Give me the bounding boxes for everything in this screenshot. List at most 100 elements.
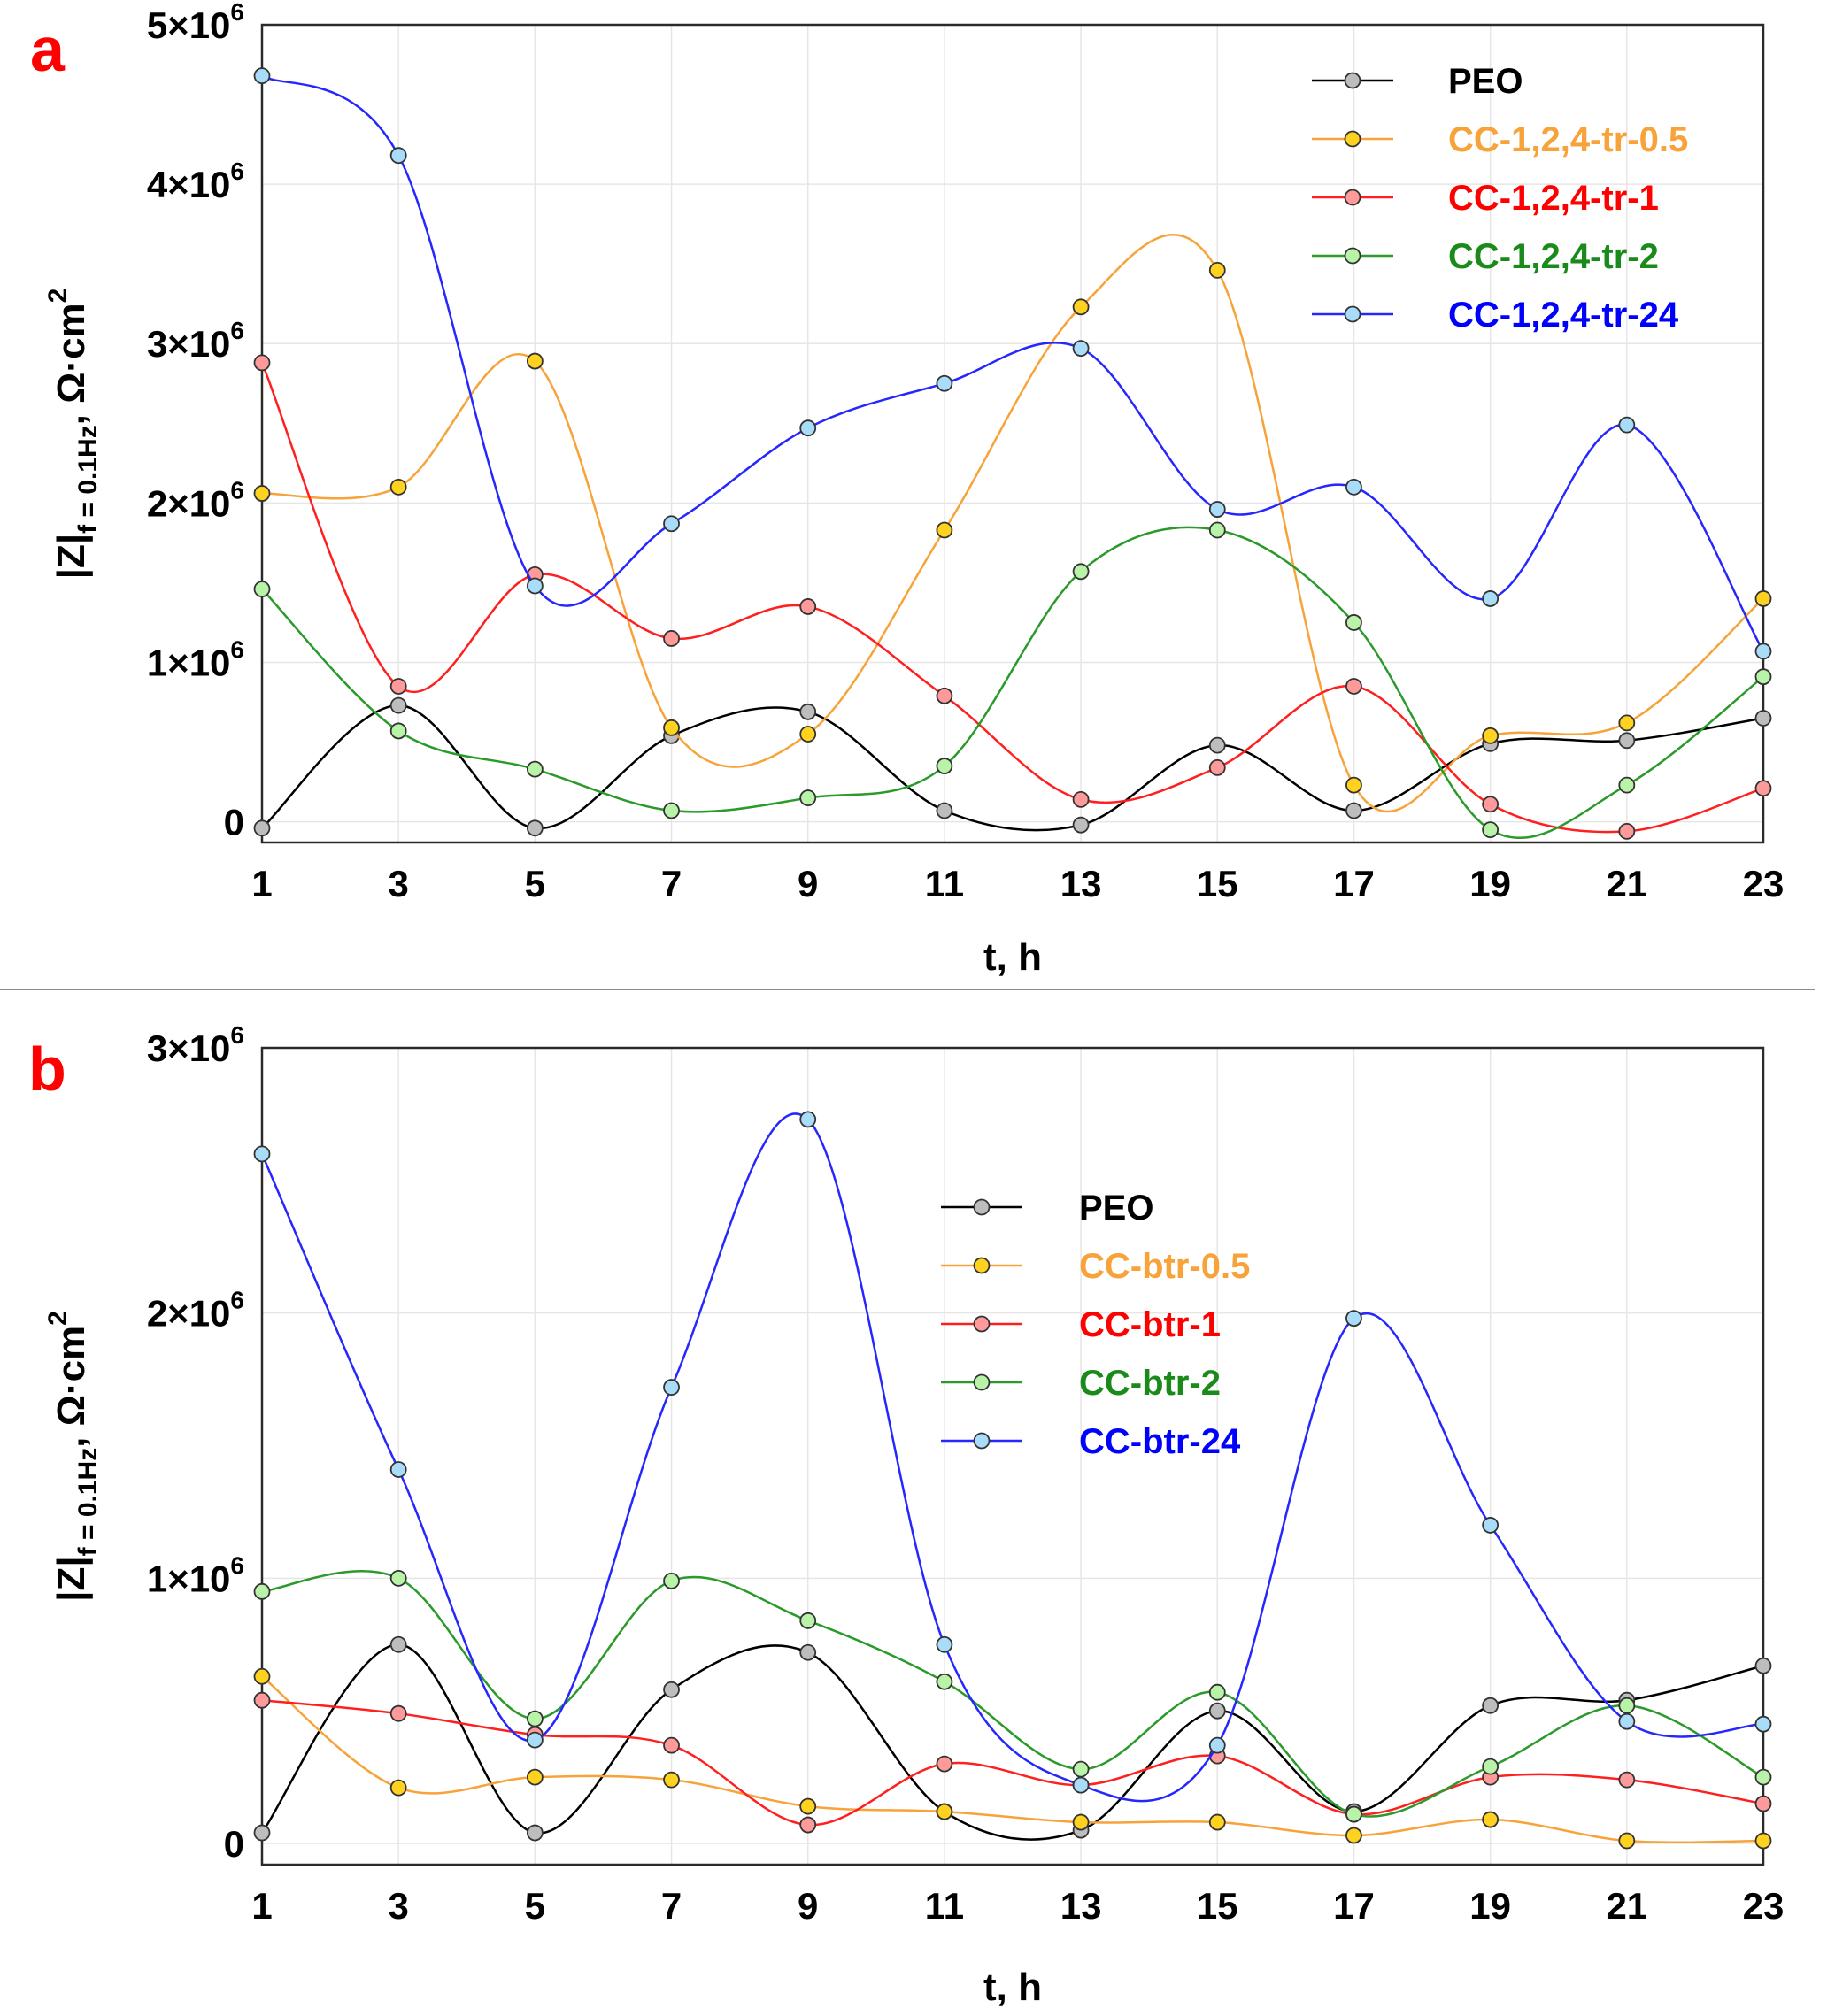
- data-point: [663, 1572, 680, 1589]
- data-point: [389, 678, 407, 695]
- data-point: [1072, 563, 1090, 581]
- data-point: [389, 147, 407, 165]
- series-cc-btr-2: [253, 1569, 1772, 1823]
- x-tick-label: 3: [389, 1885, 409, 1927]
- data-point: [799, 789, 817, 806]
- data-point: [389, 478, 407, 496]
- plot-frame: [260, 23, 1765, 844]
- x-tick-label: 23: [1743, 863, 1785, 904]
- data-point: [253, 581, 271, 598]
- data-point: [936, 802, 953, 819]
- data-point: [1482, 590, 1500, 607]
- legend-label: CC-btr-2: [1079, 1364, 1221, 1403]
- data-point: [1618, 714, 1636, 732]
- y-tick-label: 4×106: [147, 158, 244, 205]
- data-point: [1072, 340, 1090, 358]
- x-tick-label: 9: [798, 863, 818, 904]
- data-point: [1618, 776, 1636, 794]
- data-point: [663, 719, 680, 736]
- data-point: [1482, 1811, 1500, 1828]
- data-point: [389, 722, 407, 740]
- data-point: [1072, 1776, 1090, 1794]
- legend-marker: [973, 1373, 991, 1391]
- data-point: [1754, 1657, 1772, 1674]
- data-point: [1208, 1813, 1226, 1831]
- x-tick-label: 21: [1606, 1885, 1647, 1927]
- legend-item: PEO: [1312, 62, 1523, 101]
- data-point: [799, 726, 817, 743]
- data-point: [253, 1145, 271, 1163]
- data-point: [663, 1736, 680, 1754]
- data-point: [253, 1824, 271, 1842]
- legend-label: PEO: [1079, 1189, 1153, 1227]
- series-cc-1-2-4-tr-0-5: [253, 234, 1772, 813]
- data-point: [799, 1797, 817, 1815]
- data-point: [799, 1612, 817, 1629]
- x-axis-label: t, h: [983, 935, 1042, 979]
- data-point: [799, 703, 817, 720]
- data-point: [1072, 816, 1090, 834]
- data-point: [253, 1582, 271, 1600]
- data-point: [526, 352, 544, 370]
- data-point: [253, 354, 271, 372]
- y-tick-label: 5×106: [147, 0, 244, 46]
- legend-item: CC-btr-24: [941, 1422, 1241, 1461]
- legend-item: CC-1,2,4-tr-0.5: [1312, 120, 1688, 159]
- data-point: [526, 819, 544, 837]
- data-point: [936, 1673, 953, 1690]
- data-point: [1345, 776, 1362, 794]
- data-point: [663, 1681, 680, 1698]
- data-point: [1208, 1702, 1226, 1720]
- legend-label: CC-1,2,4-tr-0.5: [1448, 120, 1688, 159]
- legend-item: CC-btr-1: [941, 1305, 1221, 1344]
- data-point: [253, 67, 271, 85]
- series-cc-btr-24: [253, 1111, 1772, 1803]
- x-tick-label: 19: [1469, 863, 1511, 904]
- data-point: [1208, 521, 1226, 539]
- data-point: [389, 696, 407, 714]
- x-tick-label: 15: [1197, 1885, 1238, 1927]
- legend-item: CC-1,2,4-tr-1: [1312, 179, 1659, 218]
- data-point: [1482, 821, 1500, 838]
- x-tick-label: 15: [1197, 863, 1238, 904]
- chart-panel-a: 1 3 5 7 9 11 13 15 17 19 21 2301×1062×1063×1064×106…: [30, 0, 1784, 979]
- data-point: [1754, 668, 1772, 686]
- data-point: [799, 419, 817, 437]
- data-point: [936, 758, 953, 774]
- data-point: [526, 1824, 544, 1842]
- data-point: [526, 1710, 544, 1727]
- data-point: [389, 1704, 407, 1722]
- data-point: [936, 374, 953, 392]
- data-point: [1072, 1760, 1090, 1778]
- data-point: [1754, 1832, 1772, 1850]
- legend-marker: [1344, 72, 1361, 89]
- data-point: [1618, 822, 1636, 840]
- data-point: [389, 1569, 407, 1587]
- legend-marker: [1344, 305, 1361, 323]
- series-peo: [253, 1635, 1772, 1842]
- x-tick-label: 19: [1469, 1885, 1511, 1927]
- data-point: [1618, 416, 1636, 434]
- y-tick-label: 3×106: [147, 1021, 244, 1069]
- data-point: [526, 577, 544, 595]
- x-tick-label: 11: [925, 863, 964, 904]
- x-tick-label: 17: [1333, 863, 1375, 904]
- y-tick-label: 1×106: [147, 1551, 244, 1599]
- legend-label: PEO: [1448, 62, 1523, 101]
- data-point: [1345, 1827, 1362, 1844]
- data-point: [936, 521, 953, 539]
- x-tick-label: 9: [798, 1885, 818, 1927]
- series-line: [261, 1698, 1764, 1827]
- data-point: [1208, 736, 1226, 754]
- data-point: [1208, 1683, 1226, 1701]
- data-point: [1482, 796, 1500, 813]
- x-tick-label: 7: [661, 1885, 682, 1927]
- plot-frame: [260, 1046, 1765, 1866]
- data-point: [1754, 1795, 1772, 1812]
- y-axis-label: |Z|f = 0.1Hz, Ω·cm2: [43, 289, 103, 580]
- legend-marker: [1344, 247, 1361, 265]
- x-tick-label: 3: [389, 863, 409, 904]
- legend-marker: [973, 1257, 991, 1274]
- data-point: [1618, 1712, 1636, 1730]
